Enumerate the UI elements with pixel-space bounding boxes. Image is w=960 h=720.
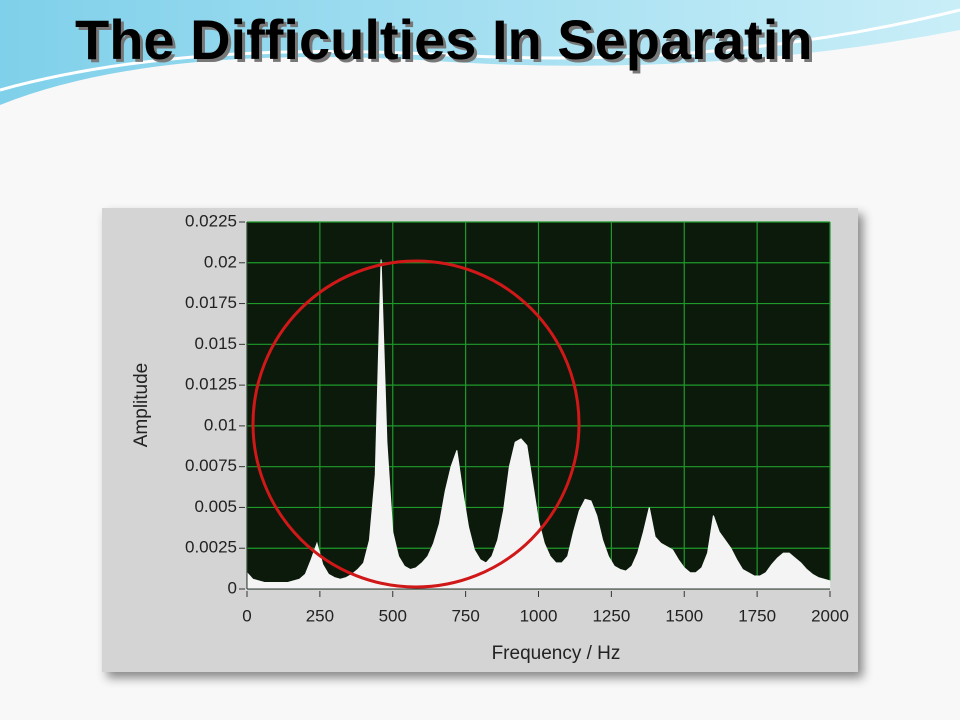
- swoosh-line: [0, 8, 960, 92]
- x-tick-label: 1500: [665, 606, 703, 625]
- x-tick-label: 1750: [738, 606, 776, 625]
- swoosh: [0, 0, 960, 105]
- x-tick-label: 250: [306, 606, 334, 625]
- title-shadow: The Difficulties In Separatin: [78, 11, 815, 74]
- y-tick-label: 0.005: [194, 497, 237, 516]
- spectrum-area: [246, 259, 831, 590]
- y-tick-label: 0: [228, 578, 237, 597]
- y-tick-label: 0.01: [204, 415, 237, 434]
- x-tick-label: 750: [451, 606, 479, 625]
- x-axis-label: Frequency / Hz: [492, 643, 621, 664]
- y-tick-label: 0.0175: [185, 293, 237, 312]
- y-tick-label: 0.0075: [185, 456, 237, 475]
- y-tick-label: 0.02: [204, 252, 237, 271]
- y-tick-label: 0.015: [194, 334, 237, 353]
- x-tick-label: 0: [242, 606, 251, 625]
- x-tick-label: 1250: [592, 606, 630, 625]
- highlight-circle: [251, 259, 581, 589]
- slide-title: The Difficulties In Separatin: [75, 8, 812, 71]
- y-axis-label: Amplitude: [131, 363, 152, 448]
- y-tick-label: 0.0225: [185, 211, 237, 230]
- chart-layer: 0 0.0025 0.005 0.0075 0.01 0.0125 0.015 0.0175 0…: [185, 211, 849, 625]
- y-tick-label: 0.0125: [185, 375, 237, 394]
- y-tick-label: 0.0025: [185, 538, 237, 557]
- x-tick-label: 2000: [811, 606, 849, 625]
- x-tick-label: 500: [379, 606, 407, 625]
- x-tick-label: 1000: [520, 606, 558, 625]
